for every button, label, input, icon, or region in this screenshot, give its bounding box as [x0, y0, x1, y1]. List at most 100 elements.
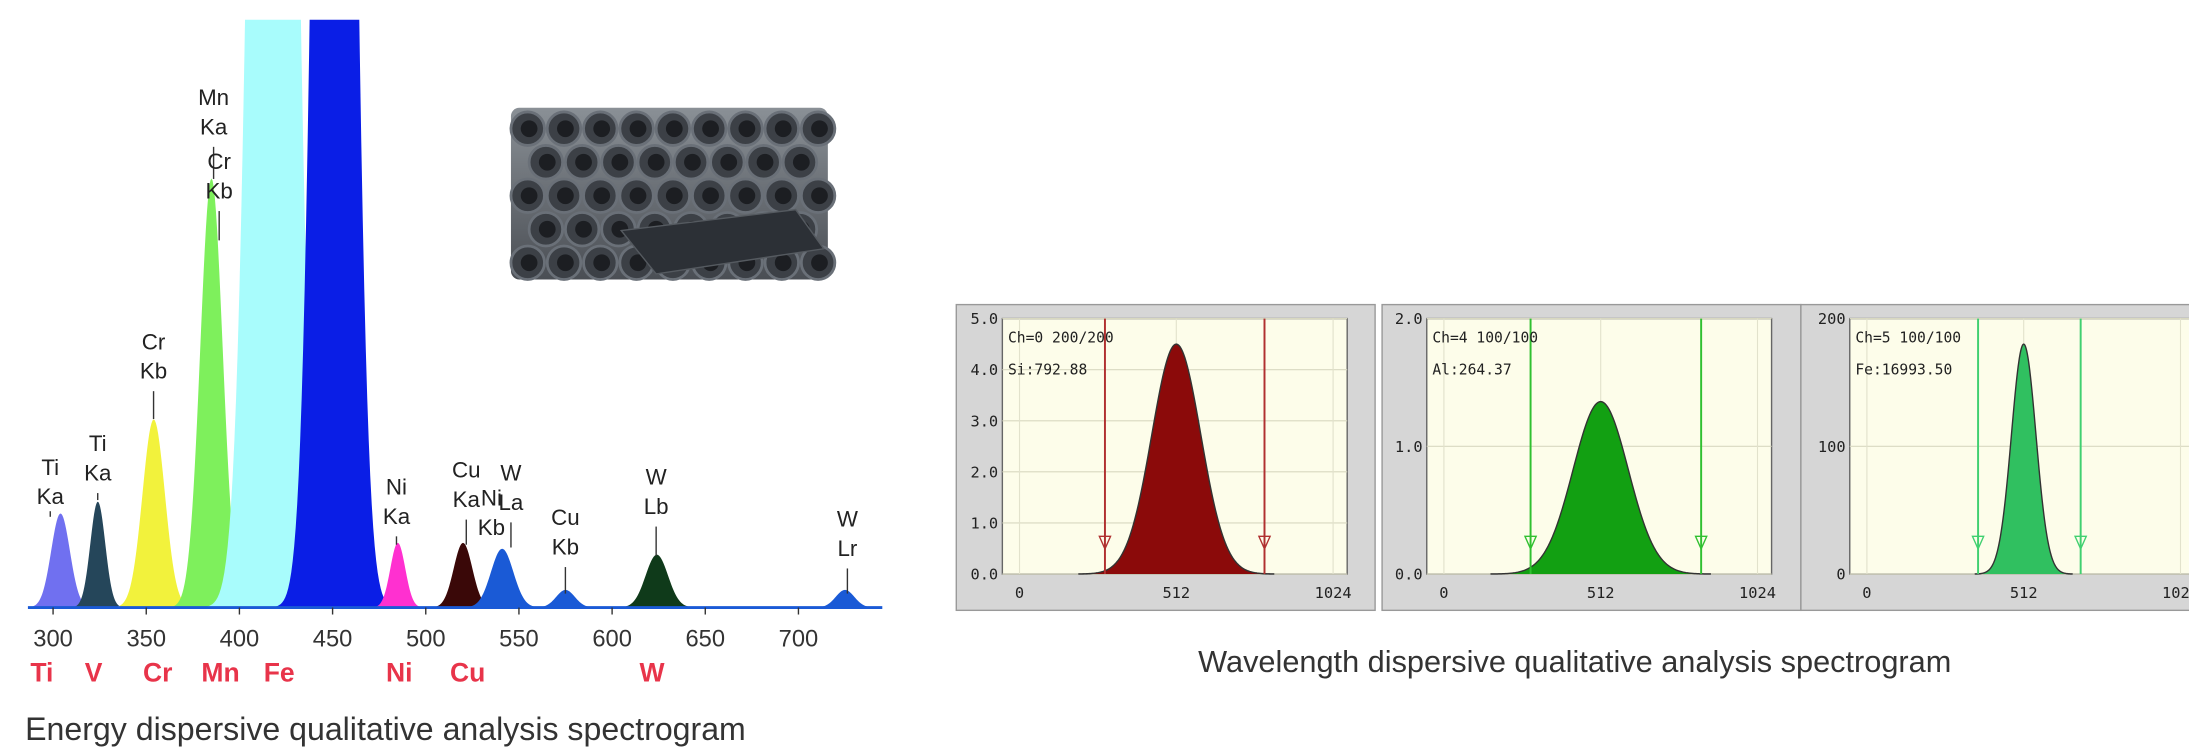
y-tick-label: 200 [1818, 310, 1846, 328]
peak [67, 501, 128, 608]
pipe-hole [575, 220, 592, 238]
marker-arrow [1257, 535, 1272, 551]
x-tick-label: 450 [313, 627, 353, 653]
peak-label: W [646, 465, 667, 490]
pipe-hole [756, 153, 774, 171]
x-tick-label: 350 [126, 627, 166, 653]
element-label: Cr [143, 658, 172, 688]
peak-label: Kb [478, 515, 505, 540]
pipe-hole [647, 153, 665, 171]
peak-label: Ti [89, 431, 107, 456]
pipe-hole [665, 120, 683, 138]
peak [274, 19, 395, 608]
y-tick-label: 0.0 [1395, 566, 1423, 584]
peak [166, 178, 257, 608]
peak-label: Mn [198, 85, 229, 110]
pipe-hole [774, 254, 792, 272]
channel-header: Al:264.37 [1432, 361, 1511, 378]
peak-label: Kb [140, 359, 167, 384]
peak-label: Ka [84, 461, 112, 486]
channel-header: Ch=0 200/200 [1008, 329, 1114, 346]
peak-label: W [837, 507, 858, 532]
steel-plate [619, 208, 825, 275]
y-tick-label: 2.0 [1395, 310, 1423, 328]
y-tick-label: 1.0 [1395, 438, 1423, 456]
steel-photo [509, 107, 837, 281]
y-tick-label: 3.0 [970, 412, 998, 430]
element-label: W [639, 658, 664, 688]
peak-label: Lr [837, 536, 857, 561]
pipe-hole [538, 220, 556, 238]
peak-label: Kb [552, 534, 579, 559]
x-tick-label: 512 [2010, 584, 2038, 602]
channel-header: Ch=5 100/100 [1855, 329, 1961, 346]
peak [807, 589, 883, 608]
peak-label: Ni [481, 486, 502, 511]
peak [425, 542, 501, 608]
x-tick-label: 500 [406, 627, 446, 653]
pipe-hole [593, 187, 611, 205]
x-tick-label: 550 [499, 627, 539, 653]
peak-label: La [499, 490, 524, 515]
pipe-hole [702, 120, 719, 138]
pipe-hole [738, 187, 756, 205]
peak-label: Cu [452, 458, 481, 483]
element-label: Ni [386, 658, 413, 688]
peak [528, 589, 603, 608]
element-label: Ti [30, 658, 53, 688]
y-tick-label: 0 [1836, 566, 1845, 584]
element-label: Cu [450, 658, 485, 688]
pipe-hole [629, 254, 647, 272]
pipe-hole [593, 120, 611, 138]
y-tick-label: 100 [1818, 438, 1846, 456]
pipe-hole [738, 120, 756, 138]
marker-arrow [1694, 535, 1708, 551]
peak-label: Ka [37, 484, 65, 509]
pipe-hole [520, 254, 538, 272]
peak-label: W [500, 461, 521, 486]
x-tick-label: 400 [220, 627, 260, 653]
pipe-hole [629, 187, 647, 205]
x-tick-label: 0 [1015, 584, 1024, 602]
pipe-hole [684, 153, 701, 171]
pipe-hole [629, 120, 647, 138]
y-tick-label: 2.0 [970, 463, 998, 481]
peak-label: Ti [41, 455, 59, 480]
peak-label: Ka [383, 504, 411, 529]
x-tick-label: 512 [1587, 584, 1615, 602]
peak [1078, 344, 1275, 575]
peak-label: Ni [386, 474, 407, 499]
peak [27, 513, 98, 608]
marker-arrow [2074, 535, 2088, 551]
fit-curve [1974, 343, 2073, 575]
y-tick-label: 1.0 [970, 515, 998, 533]
peak-label: Cu [551, 505, 580, 530]
y-tick-label: 4.0 [970, 361, 998, 379]
pipe-hole [557, 187, 574, 205]
pipe-hole [611, 153, 629, 171]
fit-curve [1078, 343, 1275, 575]
x-tick-label: 1024 [2162, 584, 2189, 602]
pipe-hole [774, 187, 792, 205]
y-tick-label: 0.0 [970, 566, 998, 584]
peak [457, 548, 547, 608]
peak-label: Ka [200, 114, 228, 139]
pipe-hole [665, 187, 683, 205]
marker-arrow [1971, 535, 1985, 551]
peak-label: Cr [142, 329, 166, 354]
peak-label: Lb [644, 494, 669, 519]
pipe-hole [811, 120, 828, 138]
pipe-hole [811, 254, 828, 272]
x-tick-label: 1024 [1739, 584, 1776, 602]
fit-curve [1490, 400, 1711, 575]
chart-caption: Energy dispersive qualitative analysis s… [25, 711, 746, 747]
peak [367, 542, 428, 608]
marker-arrow [1098, 535, 1112, 551]
peak-label: Cr [207, 149, 231, 174]
element-label: Fe [264, 658, 295, 688]
x-tick-label: 0 [1862, 584, 1871, 602]
element-label: Mn [201, 658, 239, 688]
peak [612, 554, 702, 608]
